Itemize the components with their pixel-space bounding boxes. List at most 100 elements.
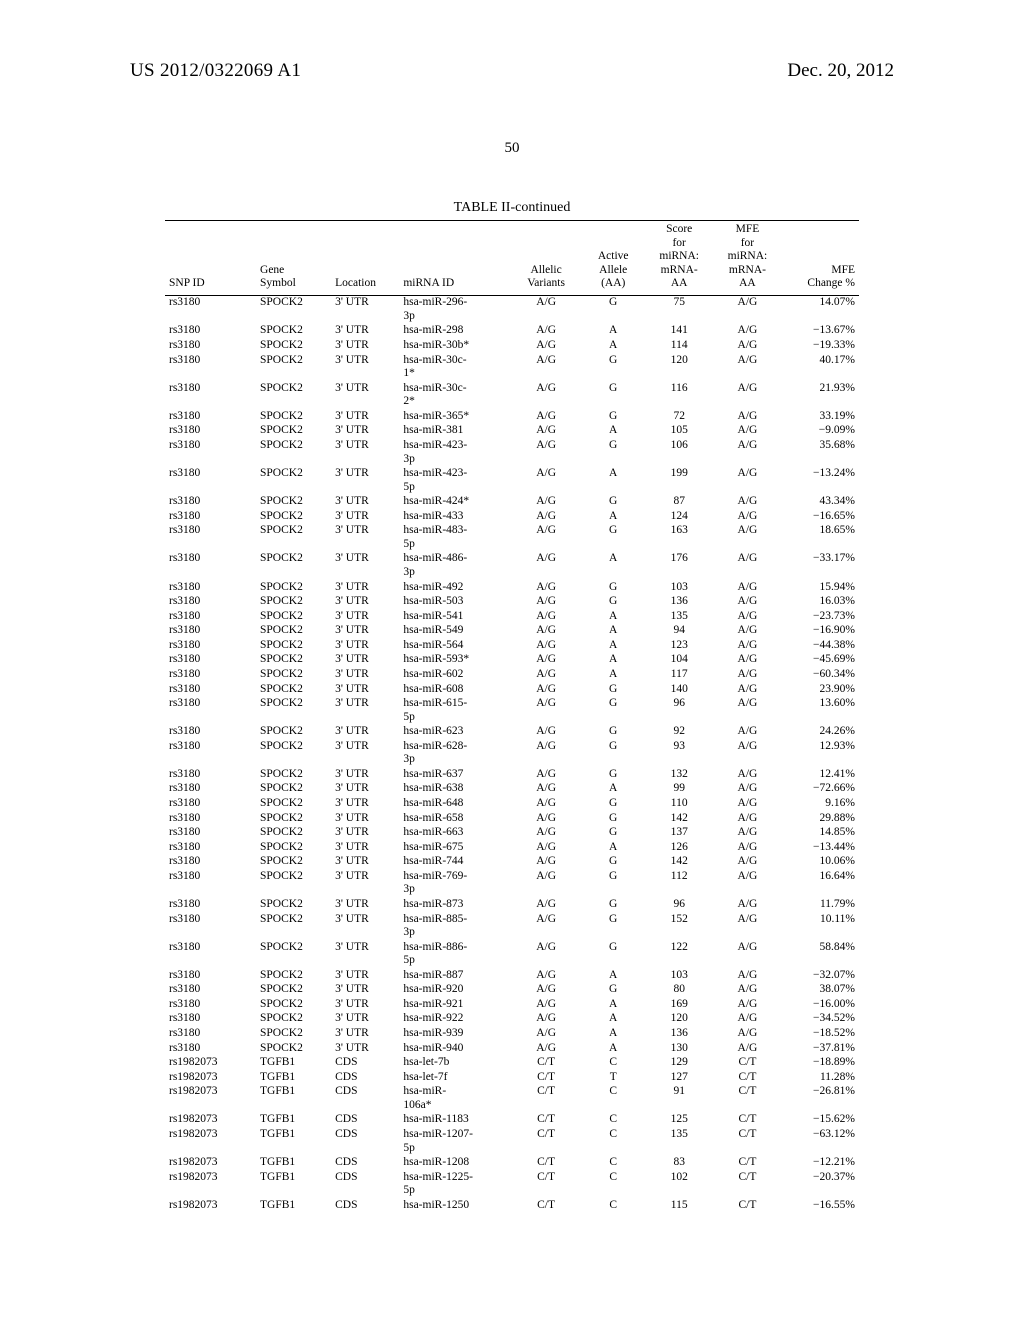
- cell: A/G: [511, 997, 582, 1012]
- cell: A: [581, 997, 645, 1012]
- cell: −45.69%: [782, 653, 859, 668]
- cell: rs1982073: [165, 1070, 256, 1085]
- table-row: rs3180SPOCK23' UTRhsa-miR-885-3pA/GG152A…: [165, 912, 859, 940]
- cell: 13.60%: [782, 697, 859, 725]
- col-chg: MFEChange %: [782, 221, 859, 296]
- table-row: rs3180SPOCK23' UTRhsa-miR-381A/GA105A/G−…: [165, 424, 859, 439]
- cell: CDS: [331, 1170, 399, 1198]
- cell: A/G: [511, 552, 582, 580]
- cell: 3' UTR: [331, 580, 399, 595]
- cell: SPOCK2: [256, 869, 331, 897]
- cell: 112: [645, 869, 713, 897]
- cell: hsa-miR-769-3p: [399, 869, 510, 897]
- cell: A/G: [713, 782, 781, 797]
- cell: 11.79%: [782, 897, 859, 912]
- cell: 102: [645, 1170, 713, 1198]
- cell: 3' UTR: [331, 983, 399, 998]
- cell: rs3180: [165, 725, 256, 740]
- cell: CDS: [331, 1085, 399, 1113]
- cell: rs1982073: [165, 1127, 256, 1155]
- cell: hsa-miR-744: [399, 855, 510, 870]
- cell: 120: [645, 353, 713, 381]
- cell: C/T: [713, 1127, 781, 1155]
- cell: SPOCK2: [256, 595, 331, 610]
- cell: A/G: [511, 353, 582, 381]
- cell: hsa-miR-381: [399, 424, 510, 439]
- table-row: rs3180SPOCK23' UTRhsa-miR-483-5pA/GG163A…: [165, 524, 859, 552]
- cell: 94: [645, 624, 713, 639]
- cell: 9.16%: [782, 797, 859, 812]
- table-row: rs3180SPOCK23' UTRhsa-miR-623A/GG92A/G24…: [165, 725, 859, 740]
- cell: −12.21%: [782, 1156, 859, 1171]
- cell: 3' UTR: [331, 495, 399, 510]
- cell: hsa-miR-423-3p: [399, 438, 510, 466]
- cell: A/G: [511, 797, 582, 812]
- cell: A/G: [511, 869, 582, 897]
- cell: 40.17%: [782, 353, 859, 381]
- cell: SPOCK2: [256, 826, 331, 841]
- table-row: rs3180SPOCK23' UTRhsa-miR-922A/GA120A/G−…: [165, 1012, 859, 1027]
- cell: 126: [645, 840, 713, 855]
- table-row: rs1982073TGFB1CDShsa-miR-1207-5pC/TC135C…: [165, 1127, 859, 1155]
- cell: 135: [645, 1127, 713, 1155]
- cell: rs3180: [165, 897, 256, 912]
- cell: hsa-miR-887: [399, 968, 510, 983]
- cell: G: [581, 595, 645, 610]
- cell: C/T: [713, 1156, 781, 1171]
- cell: 3' UTR: [331, 968, 399, 983]
- cell: SPOCK2: [256, 682, 331, 697]
- cell: −20.37%: [782, 1170, 859, 1198]
- cell: −63.12%: [782, 1127, 859, 1155]
- table-row: rs3180SPOCK23' UTRhsa-miR-940A/GA130A/G−…: [165, 1041, 859, 1056]
- table-row: rs3180SPOCK23' UTRhsa-miR-887A/GA103A/G−…: [165, 968, 859, 983]
- cell: 136: [645, 1027, 713, 1042]
- cell: A/G: [511, 467, 582, 495]
- cell: G: [581, 811, 645, 826]
- cell: SPOCK2: [256, 1027, 331, 1042]
- cell: SPOCK2: [256, 524, 331, 552]
- cell: SPOCK2: [256, 840, 331, 855]
- cell: A/G: [713, 912, 781, 940]
- cell: 106: [645, 438, 713, 466]
- cell: rs3180: [165, 524, 256, 552]
- table-row: rs3180SPOCK23' UTRhsa-miR-433A/GA124A/G−…: [165, 509, 859, 524]
- cell: A/G: [511, 767, 582, 782]
- cell: A: [581, 1027, 645, 1042]
- table-row: rs3180SPOCK23' UTRhsa-miR-541A/GA135A/G−…: [165, 609, 859, 624]
- cell: 123: [645, 638, 713, 653]
- cell: 169: [645, 997, 713, 1012]
- cell: hsa-miR-648: [399, 797, 510, 812]
- cell: 43.34%: [782, 495, 859, 510]
- cell: 142: [645, 855, 713, 870]
- cell: A/G: [713, 797, 781, 812]
- cell: SPOCK2: [256, 940, 331, 968]
- cell: SPOCK2: [256, 438, 331, 466]
- cell: C/T: [713, 1170, 781, 1198]
- cell: G: [581, 869, 645, 897]
- cell: −16.65%: [782, 509, 859, 524]
- cell: 3' UTR: [331, 467, 399, 495]
- cell: SPOCK2: [256, 353, 331, 381]
- cell: CDS: [331, 1113, 399, 1128]
- table-row: rs3180SPOCK23' UTRhsa-miR-648A/GG110A/G9…: [165, 797, 859, 812]
- cell: 199: [645, 467, 713, 495]
- cell: 14.85%: [782, 826, 859, 841]
- cell: hsa-miR-1207-5p: [399, 1127, 510, 1155]
- cell: A: [581, 653, 645, 668]
- cell: CDS: [331, 1198, 399, 1213]
- cell: A/G: [511, 667, 582, 682]
- cell: hsa-miR-564: [399, 638, 510, 653]
- cell: rs3180: [165, 697, 256, 725]
- col-gene: GeneSymbol: [256, 221, 331, 296]
- cell: 103: [645, 968, 713, 983]
- cell: A/G: [713, 638, 781, 653]
- cell: C/T: [713, 1056, 781, 1071]
- table-row: rs1982073TGFB1CDShsa-let-7bC/TC129C/T−18…: [165, 1056, 859, 1071]
- cell: 3' UTR: [331, 424, 399, 439]
- cell: G: [581, 381, 645, 409]
- cell: hsa-miR-922: [399, 1012, 510, 1027]
- cell: A: [581, 782, 645, 797]
- cell: 140: [645, 682, 713, 697]
- cell: A: [581, 509, 645, 524]
- cell: A/G: [511, 840, 582, 855]
